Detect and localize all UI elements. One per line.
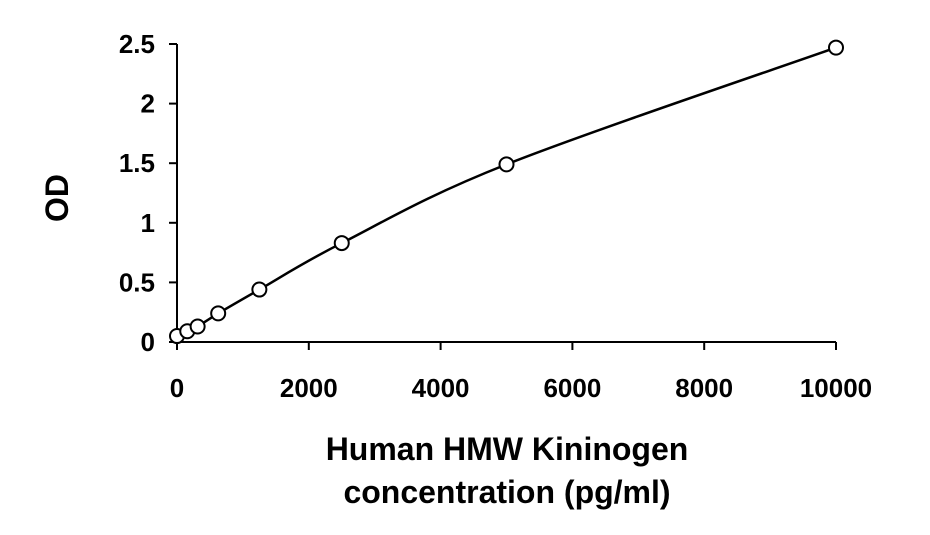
- x-tick-label: 4000: [412, 373, 470, 403]
- x-axis-title-line-2: concentration (pg/ml): [343, 474, 670, 510]
- y-ticks: 0 0.5 1 1.5 2 2.5: [119, 29, 177, 357]
- y-tick-label: 2.5: [119, 29, 155, 59]
- y-tick-label: 0.5: [119, 267, 155, 297]
- y-axis-title: OD: [39, 174, 75, 222]
- x-ticks: 0 2000 4000 6000 8000 10000: [170, 342, 872, 403]
- data-point: [251, 281, 268, 298]
- curve-layer: [176, 46, 837, 338]
- y-tick-label: 1: [141, 208, 155, 238]
- data-point: [828, 39, 844, 56]
- y-tick-label: 0: [141, 327, 155, 357]
- y-tick-label: 1.5: [119, 148, 155, 178]
- data-point: [189, 318, 206, 335]
- axes: [176, 44, 836, 343]
- fit-curve: [176, 46, 837, 338]
- data-point: [498, 156, 515, 173]
- y-tick-label: 2: [141, 89, 155, 119]
- data-point: [210, 305, 227, 322]
- x-axis-title-line-1: Human HMW Kininogen: [326, 431, 689, 467]
- x-tick-label: 10000: [800, 373, 872, 403]
- points-layer: [169, 39, 844, 345]
- x-tick-label: 6000: [543, 373, 601, 403]
- x-tick-label: 8000: [675, 373, 733, 403]
- x-tick-label: 0: [170, 373, 184, 403]
- x-tick-label: 2000: [280, 373, 338, 403]
- data-point: [333, 235, 350, 252]
